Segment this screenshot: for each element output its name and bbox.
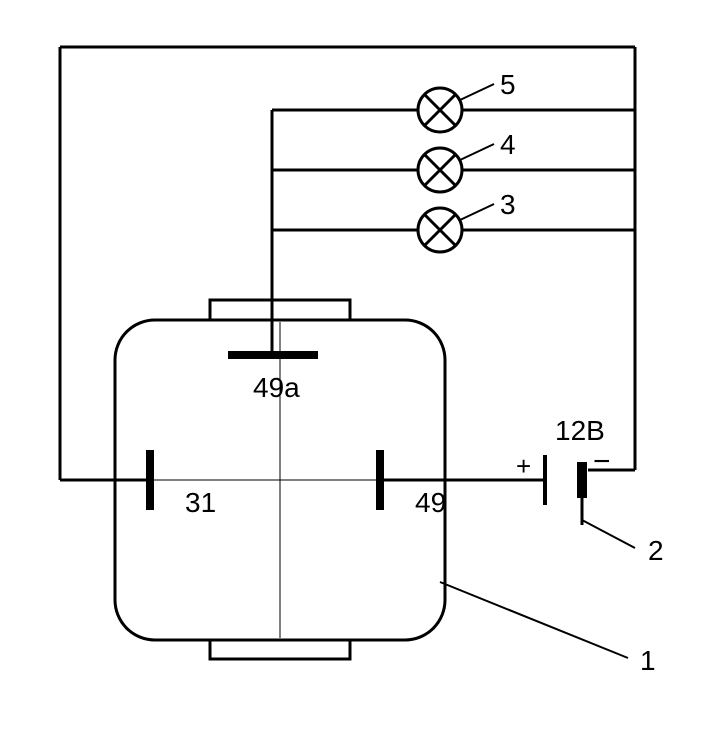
terminal-31-label: 31 xyxy=(185,487,216,518)
terminal-49-label: 49 xyxy=(415,487,446,518)
terminal-49a-label: 49a xyxy=(253,372,300,403)
callout-4-line xyxy=(460,144,494,160)
schematic-diagram: 31 49 49a 5 4 3 12B + xyxy=(0,0,706,754)
callout-2-label: 2 xyxy=(648,535,664,566)
lamp-3-label: 3 xyxy=(500,189,516,220)
callout-3-line xyxy=(460,204,494,220)
callout-5-line xyxy=(460,84,494,100)
battery-minus: − xyxy=(593,445,611,478)
battery-icon xyxy=(545,455,582,505)
lamp-4-label: 4 xyxy=(500,129,516,160)
callout-1-label: 1 xyxy=(640,645,656,676)
callout-1-line xyxy=(440,582,628,658)
callout-2-line xyxy=(582,520,635,548)
lamp-5-label: 5 xyxy=(500,69,516,100)
battery-plus: + xyxy=(516,451,531,481)
battery-label: 12B xyxy=(555,415,605,446)
